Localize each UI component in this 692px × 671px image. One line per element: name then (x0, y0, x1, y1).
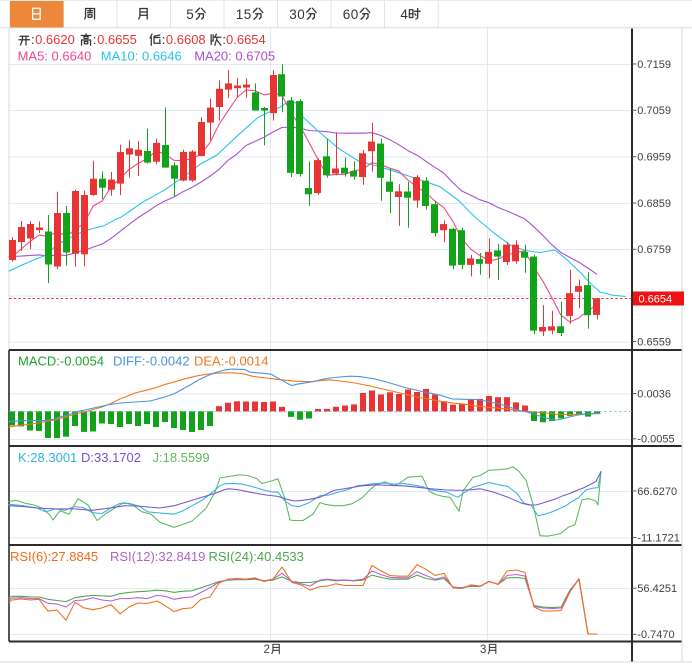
svg-text::: : (93, 32, 97, 47)
svg-text:0.6959: 0.6959 (637, 152, 671, 164)
svg-text:RSI(6):27.8845: RSI(6):27.8845 (10, 549, 98, 564)
svg-text:3: 3 (480, 644, 486, 656)
svg-text:MA5: 0.6640: MA5: 0.6640 (18, 49, 92, 64)
svg-text:1: 1 (236, 7, 244, 22)
svg-text:0.7159: 0.7159 (637, 59, 671, 71)
svg-text:0.6559: 0.6559 (637, 336, 671, 348)
svg-text:66.6270: 66.6270 (637, 486, 677, 498)
svg-text:MACD:-0.0054: MACD:-0.0054 (18, 354, 104, 369)
svg-text:DEA:-0.0014: DEA:-0.0014 (194, 354, 268, 369)
svg-text:0.6759: 0.6759 (637, 244, 671, 256)
svg-text:MA10: 0.6646: MA10: 0.6646 (101, 49, 182, 64)
svg-text:K:28.3001: K:28.3001 (18, 450, 77, 465)
svg-text:0.6654: 0.6654 (639, 293, 673, 305)
svg-text:4: 4 (400, 7, 408, 22)
svg-text:56.4251: 56.4251 (637, 583, 677, 595)
svg-text:0: 0 (351, 7, 359, 22)
svg-text::: : (162, 32, 166, 47)
svg-text:0.6620: 0.6620 (35, 32, 75, 47)
svg-text::: : (31, 32, 35, 47)
svg-text:0: 0 (297, 7, 305, 22)
svg-text:0.6655: 0.6655 (97, 32, 137, 47)
svg-text:RSI(24):40.4533: RSI(24):40.4533 (209, 549, 304, 564)
svg-text:5: 5 (244, 7, 252, 22)
svg-text:2: 2 (264, 644, 270, 656)
svg-text:0.7059: 0.7059 (637, 105, 671, 117)
svg-text:-0.7470: -0.7470 (637, 629, 674, 641)
svg-text:0.6859: 0.6859 (637, 198, 671, 210)
svg-text:0.0036: 0.0036 (637, 388, 671, 400)
svg-text:6: 6 (343, 7, 351, 22)
svg-text:3: 3 (289, 7, 297, 22)
svg-text:-0.0055: -0.0055 (637, 434, 674, 446)
svg-text:D:33.1702: D:33.1702 (81, 450, 141, 465)
svg-text:MA20: 0.6705: MA20: 0.6705 (194, 49, 275, 64)
svg-text:0.6654: 0.6654 (226, 32, 266, 47)
svg-text:5: 5 (186, 7, 194, 22)
svg-text:DIFF:-0.0042: DIFF:-0.0042 (113, 354, 190, 369)
svg-text:0.6608: 0.6608 (166, 32, 206, 47)
svg-text:RSI(12):32.8419: RSI(12):32.8419 (110, 549, 205, 564)
svg-text:J:18.5599: J:18.5599 (153, 450, 210, 465)
svg-text:-11.1721: -11.1721 (637, 532, 680, 544)
svg-text::: : (222, 32, 226, 47)
